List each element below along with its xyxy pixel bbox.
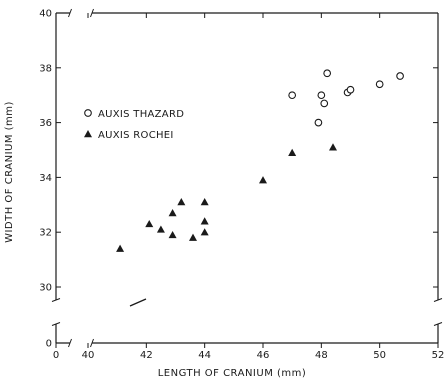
right-break-gap [435, 300, 441, 324]
bottom-break-gap [70, 340, 92, 346]
x-tick-label: 46 [257, 350, 270, 361]
rochei-point [189, 233, 197, 241]
left-break-gap [53, 300, 59, 324]
y-tick-label: 38 [39, 63, 52, 74]
y-break-slash [51, 298, 61, 302]
x-break-slash [90, 8, 94, 18]
y-break-slash [433, 322, 443, 326]
x-tick-label: 50 [373, 350, 386, 361]
top-break-gap [70, 10, 92, 16]
rochei-point [200, 198, 209, 206]
rochei-point [168, 209, 177, 217]
legend-triangle-icon [84, 130, 92, 138]
y-axis-label: WIDTH OF CRANIUM (mm) [4, 101, 15, 243]
rochei-point [116, 244, 125, 252]
y-tick-label: 0 [46, 339, 52, 350]
stray-pen-mark [129, 298, 147, 307]
thazard-point [317, 91, 326, 100]
thazard-point [396, 72, 404, 80]
x-tick-label: 44 [198, 350, 211, 361]
thazard-point [314, 118, 323, 127]
axis-breaks [51, 8, 443, 348]
thazard-point [375, 80, 384, 89]
plot-frame [55, 12, 439, 344]
legend-label: AUXIS ROCHEI [98, 130, 174, 141]
rochei-point [288, 148, 297, 156]
rochei-point [200, 228, 209, 236]
y-break-slash [51, 322, 61, 326]
legend: AUXIS THAZARD AUXIS ROCHEI [84, 109, 184, 141]
rochei-point [168, 230, 177, 239]
x-tick-label: 52 [432, 350, 445, 361]
data-points [116, 69, 404, 252]
y-tick-label: 30 [39, 283, 52, 294]
rochei-point [156, 225, 165, 233]
x-break-slash [90, 338, 94, 348]
y-tick-label: 36 [39, 118, 52, 129]
legend-circle-icon [84, 109, 92, 117]
thazard-point [288, 91, 297, 100]
legend-label: AUXIS THAZARD [98, 109, 184, 120]
rochei-point [200, 217, 209, 225]
y-break-slash [433, 298, 443, 302]
rochei-point [145, 219, 154, 228]
rochei-point [329, 143, 337, 151]
rochei-point [177, 198, 186, 206]
rochei-point [259, 176, 267, 184]
y-tick-label: 34 [39, 173, 52, 184]
x-tick-label: 40 [82, 350, 95, 361]
x-tick-label: 48 [315, 350, 328, 361]
y-tick-label: 40 [39, 9, 52, 20]
x-break-slash [68, 8, 72, 18]
y-axis-ticks: 0 30 32 34 36 38 40 [39, 9, 438, 350]
thazard-point [320, 99, 329, 108]
x-axis-ticks: 0 40 42 44 46 48 50 52 [53, 13, 445, 361]
x-break-slash [68, 338, 72, 348]
x-tick-label: 0 [53, 350, 59, 361]
thazard-point [323, 69, 332, 78]
thazard-point [346, 85, 355, 94]
x-tick-label: 42 [140, 350, 153, 361]
x-axis-label: LENGTH OF CRANIUM (mm) [158, 368, 307, 379]
y-tick-label: 32 [39, 228, 52, 239]
